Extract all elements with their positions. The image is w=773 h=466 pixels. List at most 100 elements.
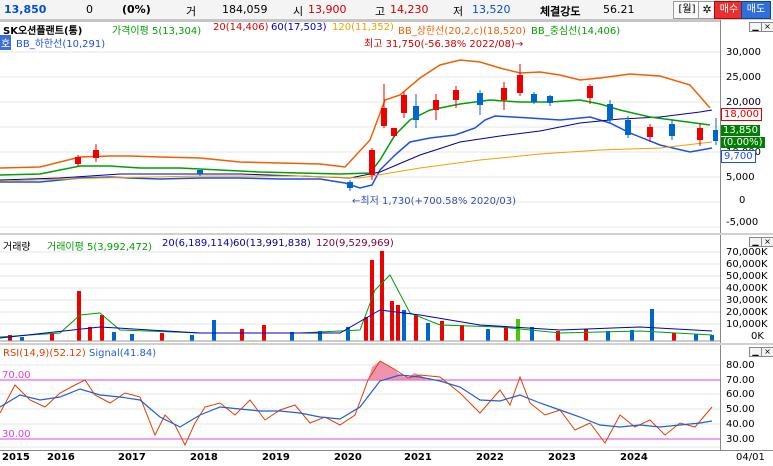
volume-chart-panel[interactable]: 거래량 거래이평 5(3,992,472) 20(6,189,114) 60(1… [0,235,720,343]
price-axis-tick: 25,000 [726,72,761,83]
volume-axis-tick: 40,000K [726,283,768,294]
rsi-axis-tick: 30.00 [726,434,755,445]
year-label: 2016 [47,452,75,463]
high-value: 14,230 [390,3,429,16]
volume-axis-tick: 50,000K [726,271,768,282]
price-change-pct: (0%) [122,3,151,16]
current-pct-tag: (0.00%) [721,137,765,148]
price-candles [75,64,718,191]
legend-volume-ma5: 거래이평 5(3,992,472) [47,242,153,253]
price-axis-tick: -5,000 [726,217,759,228]
strength-value: 56.21 [603,3,635,16]
volume-gridlines [0,251,720,325]
volume-axis-tick: 60,000K [726,259,768,270]
close-icon[interactable]: × [761,237,773,247]
sell-button[interactable]: 매도 [741,1,771,19]
year-label: 2021 [404,452,432,463]
legend-ma60: 60(17,503) [271,22,327,33]
close-icon[interactable]: × [761,347,773,357]
bb-lower-tag: 9,700 [721,150,756,163]
volume-axis-tick: 10,000K [726,319,768,330]
rsi-signal-line [0,374,713,428]
rsi-gridlines [0,364,720,448]
year-label: 2018 [190,452,218,463]
legend-bb-upper: BB_상한선(20,2,c)(18,520) [398,26,526,37]
high-label: 고 [375,5,386,18]
rsi-axis-tick: 80.00 [726,360,755,371]
rsi-axis-tick: 40.00 [726,419,755,430]
rsi-level-high: 70.00 [2,370,31,381]
current-price: 13,850 [4,3,47,16]
price-axis-tick: 5,000 [726,172,755,183]
price-chart-panel[interactable]: SK오션플랜트(통) 가격이평 5(13,304) 20(14,406) 60(… [0,20,720,233]
price-axis-tick: 0 [739,195,746,206]
ma60-line [0,109,713,181]
gear-icon: ✲ [702,3,712,16]
year-label: 2023 [548,452,576,463]
rsi-axis-tick: 60.00 [726,389,755,400]
legend-volume-ma20: 20(6,189,114) [162,238,234,249]
bb-upper-line [0,59,711,169]
current-date-label: 04/01 [736,452,765,463]
panel-divider[interactable] [0,343,773,345]
rsi-level-low: 30.00 [2,429,31,440]
ma120-line [0,141,713,182]
rsi-axis-tick: 70.00 [726,375,755,386]
open-value: 13,900 [308,3,347,16]
bb-lower-line [0,115,713,189]
low-label: 저 [453,5,464,18]
volume-ma20-line [0,309,713,339]
bb-upper-tag: 18,000 [721,108,762,121]
price-change: 0 [86,3,93,16]
legend-ma20: 20(14,406) [213,22,269,33]
rsi-chart-panel[interactable]: RSI(14,9)(52.12) Signal(41.84) 70.00 30.… [0,345,720,450]
period-button[interactable]: [월] [673,1,701,19]
x-axis [0,450,773,466]
price-axis: ▁ × 30,000 25,000 20,000 10,000 5,000 0 … [720,20,773,233]
legend-volume-ma60: 60(13,991,838) [233,238,311,249]
current-price-tag: 13,850 [721,125,760,136]
volume-axis-tick: 0K [751,331,764,342]
legend-ma5: 가격이평 5(13,304) [112,26,202,37]
year-label: 2020 [334,452,362,463]
price-axis-tick: 20,000 [726,97,761,108]
year-label: 2017 [118,452,146,463]
quote-bar: 13,850 0 (0%) 거 184,059 시 13,900 고 14,23… [0,0,773,20]
rsi-axis: ▁ × 80.00 70.00 60.00 50.00 40.00 30.00 [720,345,773,450]
legend-ma120: 120(11,352) [332,22,394,33]
panel-divider[interactable] [0,233,773,235]
buy-button[interactable]: 매수 [714,1,744,19]
rsi-axis-tick: 50.00 [726,404,755,415]
price-chart [0,20,720,228]
volume-value: 184,059 [222,3,268,16]
price-axis-tick: 30,000 [726,47,761,58]
legend-volume-ma120: 120(9,529,969) [316,238,394,249]
legend-prefix-badge: 호 [0,35,12,50]
volume-axis-tick: 20,000K [726,307,768,318]
volume-ma5-line [0,274,713,338]
volume-axis: ▁ × 70,000K 60,000K 50,000K 40,000K 30,0… [720,235,773,343]
legend-rsi-signal: Signal(41.84) [89,348,157,359]
volume-axis-tick: 70,000K [726,247,768,258]
volume-chart [0,251,720,342]
close-icon[interactable]: × [761,22,773,32]
rsi-overbought-fill [368,361,428,380]
rsi-line [0,360,713,447]
legend-bb-lower: BB_하한선(10,291) [16,39,106,50]
stock-name: SK오션플랜트(통) [3,26,83,37]
open-label: 시 [293,5,304,18]
low-value: 13,520 [472,3,511,16]
bb-center-line [0,99,711,176]
low-annotation: ←최저 1,730(+700.58% 2020/03) [352,196,516,207]
year-label: 2015 [2,452,30,463]
legend-bb-center: BB_중심선(14,406) [531,26,621,37]
rsi-chart [0,360,720,448]
high-annotation: 최고 31,750(-56.38% 2022/08)→ [364,39,524,50]
volume-label: 거 [186,5,197,18]
year-label: 2024 [620,452,648,463]
strength-label: 체결강도 [540,5,581,18]
year-label: 2019 [262,452,290,463]
year-label: 2022 [476,452,504,463]
legend-rsi: RSI(14,9)(52.12) [3,348,86,359]
volume-axis-tick: 30,000K [726,295,768,306]
